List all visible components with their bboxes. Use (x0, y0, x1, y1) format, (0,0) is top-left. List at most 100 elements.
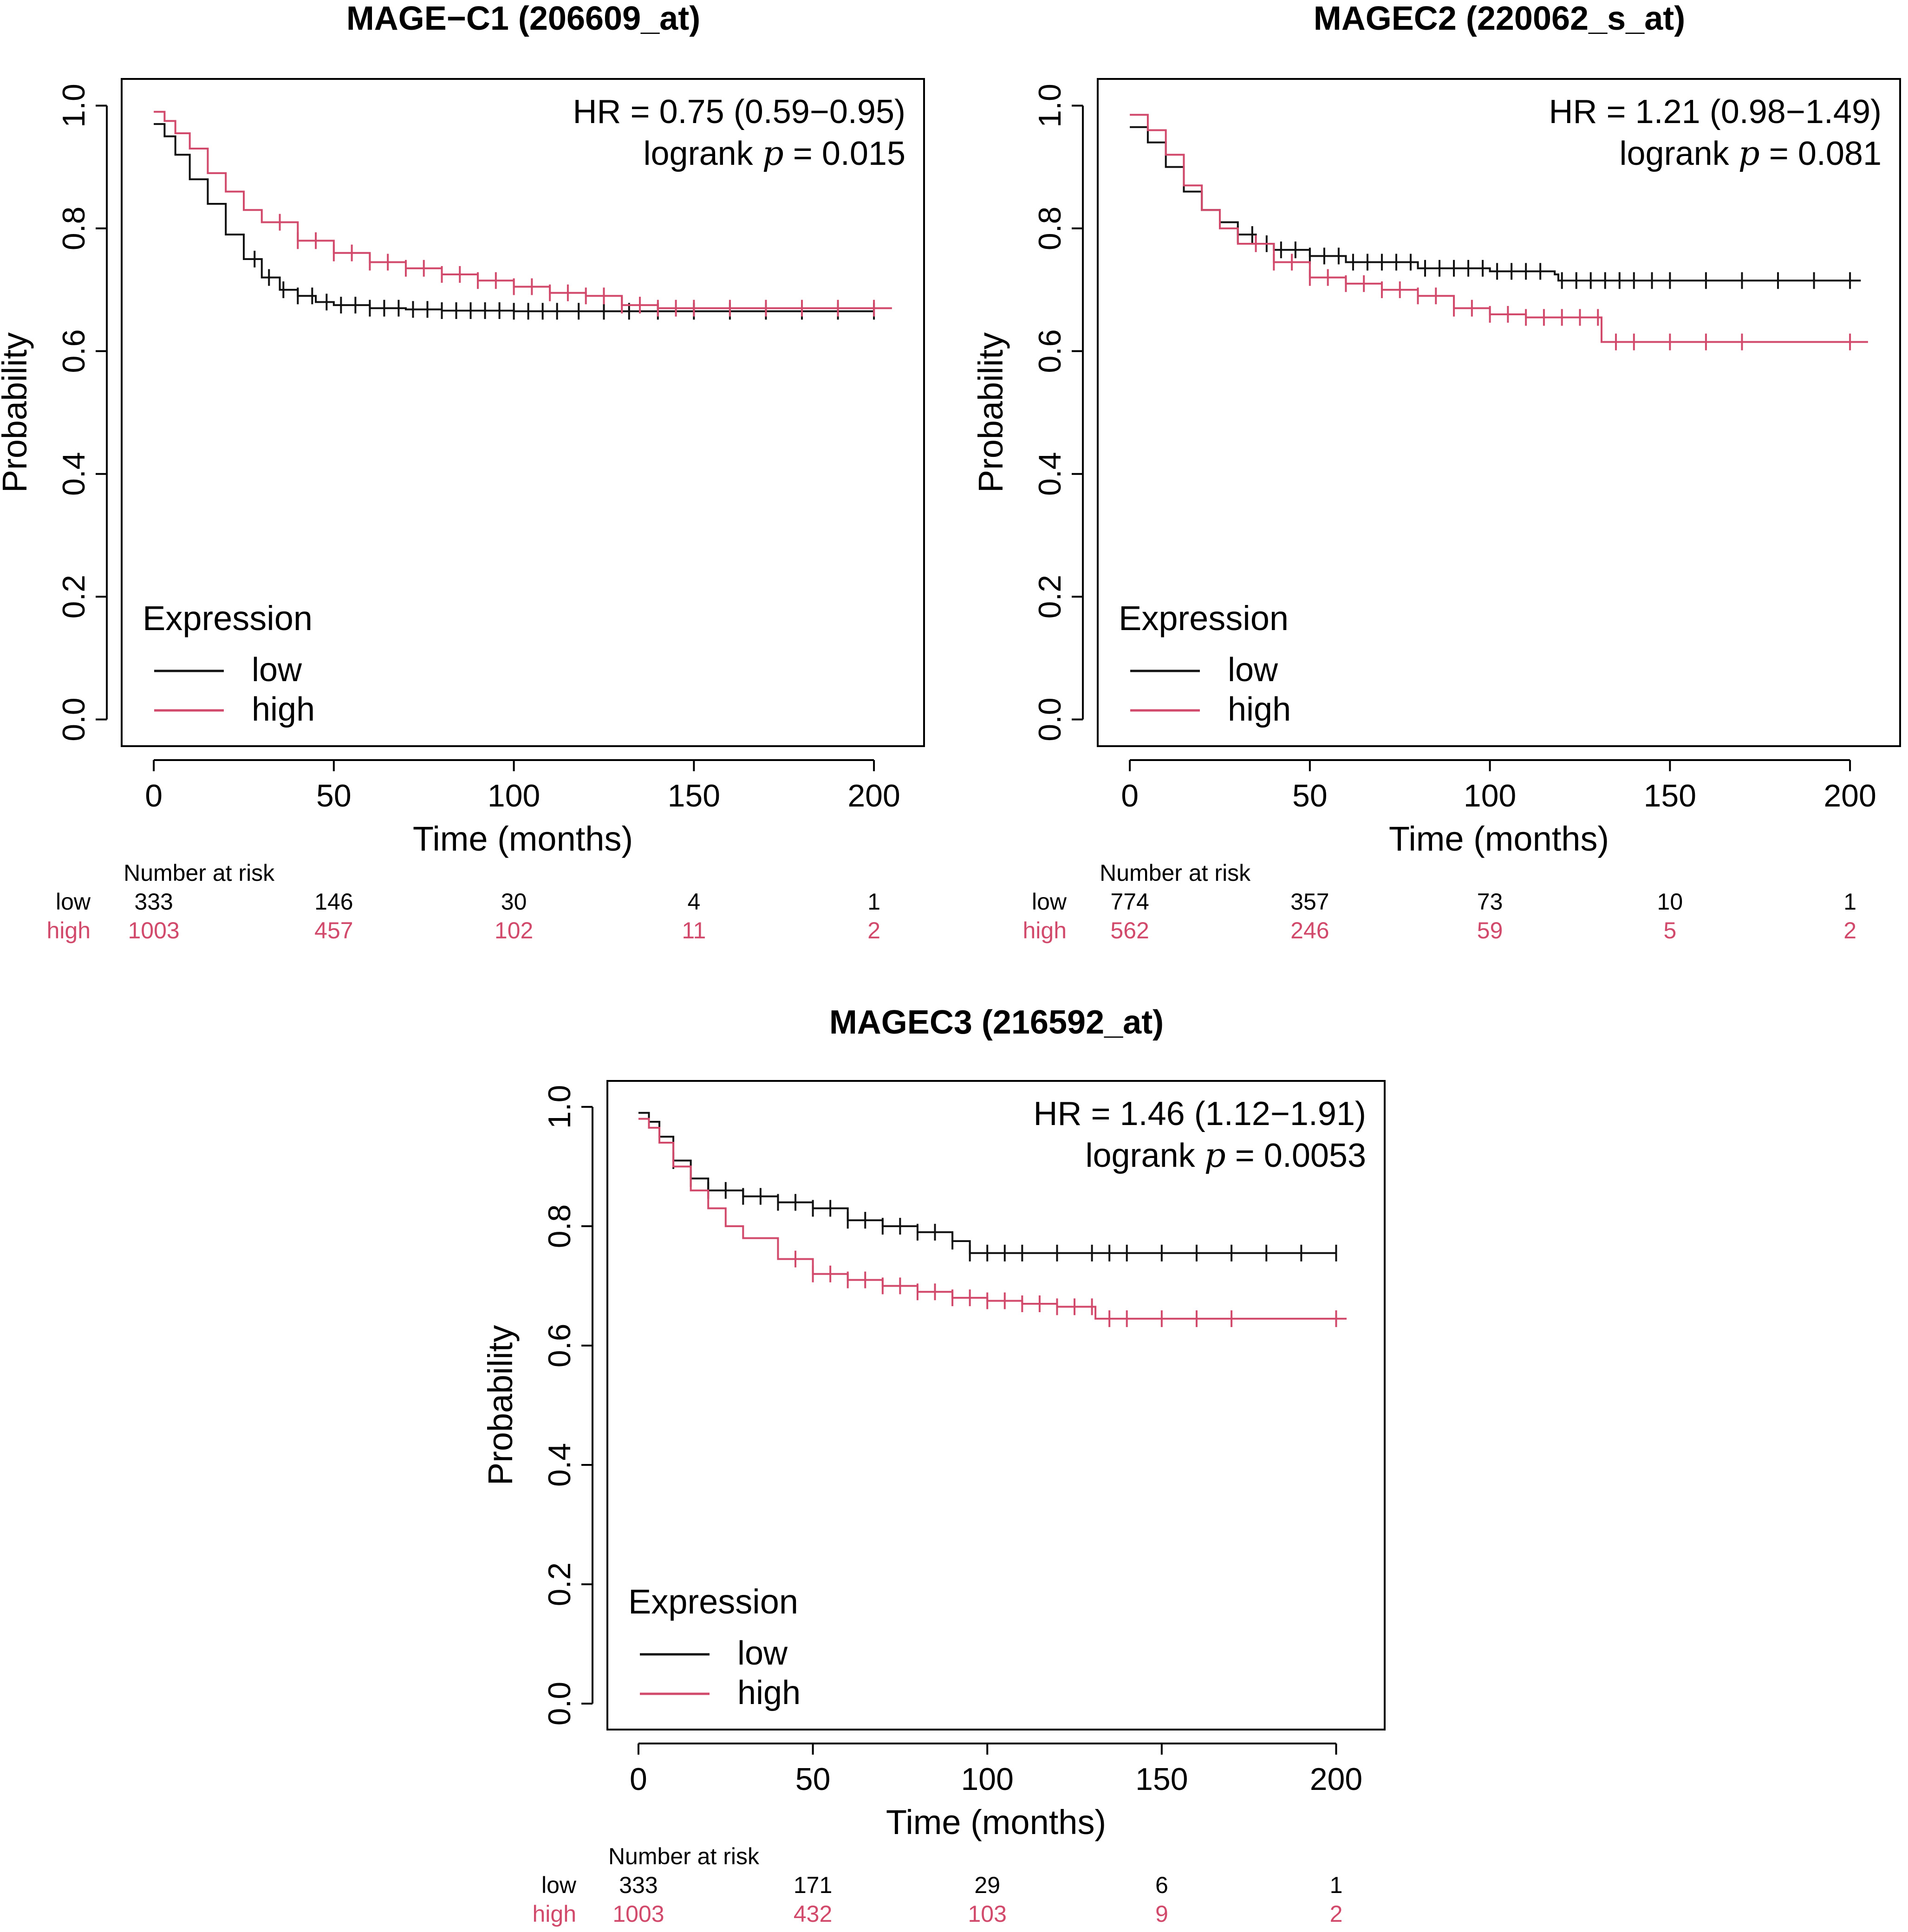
logrank-text: logrank p = 0.015 (644, 134, 905, 173)
p-symbol: p (1205, 1136, 1226, 1175)
hr-text: HR = 0.75 (0.59−0.95) (573, 93, 905, 130)
risk-table-header: Number at risk (124, 860, 275, 886)
x-axis: 0 50 100 150 200 Time (months) (145, 759, 900, 858)
km-panel-3: MAGEC3 (216592_at) 0.0 0.2 0.4 0.6 0.8 1.0 Prob… (481, 1004, 1386, 1927)
y-tick-label: 0.2 (542, 1562, 577, 1607)
plot-frame (1097, 78, 1901, 747)
y-axis: 0.0 0.2 0.4 0.6 0.8 1.0 Probability (0, 84, 108, 742)
risk-row-label-low: low (1032, 889, 1067, 915)
x-tick-label: 200 (847, 778, 900, 813)
x-tick-label: 150 (668, 778, 720, 813)
risk-table-header: Number at risk (608, 1843, 760, 1869)
x-tick-label: 200 (1823, 778, 1876, 813)
legend-label-low: low (737, 1635, 788, 1672)
y-axis-label: Probability (0, 332, 34, 493)
x-tick-label: 150 (1644, 778, 1696, 813)
y-axis: 0.0 0.2 0.4 0.6 0.8 1.0 Probability (971, 84, 1084, 742)
x-axis-label: Time (months) (886, 1803, 1106, 1841)
censor-marks-high (279, 214, 875, 317)
p-symbol: p (762, 134, 784, 173)
x-tick-label: 100 (488, 778, 540, 813)
risk-value: 4 (687, 889, 700, 915)
y-tick-label: 0.4 (542, 1443, 577, 1487)
chart-title: MAGEC2 (220062_s_at) (1314, 0, 1685, 37)
risk-row-label-high: high (46, 917, 91, 943)
y-axis-label: Probability (481, 1325, 520, 1486)
censor-marks-high (1255, 235, 1851, 351)
hr-text: HR = 1.21 (0.98−1.49) (1549, 93, 1882, 130)
x-tick-label: 50 (795, 1762, 831, 1797)
risk-value: 1 (1330, 1872, 1343, 1898)
logrank-text: logrank p = 0.081 (1620, 134, 1882, 173)
x-tick-label: 200 (1310, 1762, 1362, 1797)
y-tick-label: 0.6 (1032, 329, 1068, 373)
y-tick-label: 0.6 (542, 1324, 577, 1368)
chart-title: MAGE−C1 (206609_at) (346, 0, 700, 37)
hr-annotation: HR = 1.21 (0.98−1.49) logrank p = 0.081 (1549, 93, 1882, 173)
risk-value: 10 (1657, 889, 1683, 915)
risk-value: 6 (1155, 1872, 1168, 1898)
km-panel-1: MAGE−C1 (206609_at) 0.0 0.2 0.4 0.6 0.8 1.0 Pro… (0, 0, 925, 943)
p-value: = 0.015 (784, 135, 905, 172)
x-tick-label: 0 (145, 778, 163, 813)
y-tick-label: 1.0 (56, 84, 91, 128)
risk-value: 5 (1663, 917, 1676, 943)
legend-label-low: low (252, 651, 302, 689)
risk-value: 432 (794, 1901, 832, 1927)
risk-row-label-low: low (541, 1872, 577, 1898)
risk-value: 357 (1290, 889, 1329, 915)
risk-value: 457 (314, 917, 353, 943)
risk-table-header: Number at risk (1100, 860, 1251, 886)
risk-table: Number at risk low 774 357 73 10 1 high 562 246 59… (1022, 860, 1856, 943)
risk-value: 2 (1330, 1901, 1343, 1927)
risk-value: 102 (495, 917, 533, 943)
risk-value: 1 (1843, 889, 1856, 915)
km-panel-2: MAGEC2 (220062_s_at) 0.0 0.2 0.4 0.6 0.8 1.0 Pr… (971, 0, 1901, 943)
risk-value: 333 (134, 889, 173, 915)
risk-value: 30 (501, 889, 527, 915)
y-tick-label: 0.0 (56, 697, 91, 742)
logrank-prefix: logrank (1085, 1137, 1204, 1174)
y-tick-label: 0.6 (56, 329, 91, 373)
x-tick-label: 0 (630, 1762, 647, 1797)
y-tick-label: 0.2 (56, 575, 91, 619)
risk-value: 146 (314, 889, 353, 915)
risk-value: 774 (1110, 889, 1149, 915)
survival-curve-low (154, 123, 874, 312)
risk-row-label-high: high (532, 1901, 576, 1927)
risk-value: 9 (1155, 1901, 1168, 1927)
x-tick-label: 50 (1292, 778, 1328, 813)
p-value: = 0.081 (1760, 135, 1882, 172)
censor-marks-high (794, 1250, 1337, 1327)
legend-label-high: high (252, 691, 315, 728)
chart-title: MAGEC3 (216592_at) (829, 1004, 1164, 1041)
hr-annotation: HR = 0.75 (0.59−0.95) logrank p = 0.015 (573, 93, 905, 173)
y-tick-label: 0.4 (56, 452, 91, 496)
logrank-prefix: logrank (644, 135, 762, 172)
legend-label-low: low (1228, 651, 1278, 689)
legend-title: Expression (1119, 599, 1289, 637)
censor-marks-low (254, 250, 875, 320)
y-tick-label: 0.2 (1032, 575, 1068, 619)
risk-value: 333 (619, 1872, 658, 1898)
y-tick-label: 0.4 (1032, 452, 1068, 496)
legend-title: Expression (628, 1582, 798, 1621)
risk-value: 2 (867, 917, 880, 943)
legend-label-high: high (737, 1674, 801, 1711)
plot-frame (121, 78, 925, 747)
risk-value: 29 (974, 1872, 1000, 1898)
plot-frame (606, 1080, 1386, 1730)
censor-marks-low (1237, 226, 1851, 289)
risk-value: 1003 (612, 1901, 664, 1927)
hr-text: HR = 1.46 (1.12−1.91) (1034, 1095, 1366, 1132)
logrank-text: logrank p = 0.0053 (1085, 1136, 1366, 1175)
risk-value: 171 (794, 1872, 832, 1898)
hr-annotation: HR = 1.46 (1.12−1.91) logrank p = 0.0053 (1034, 1095, 1366, 1175)
risk-value: 1 (867, 889, 880, 915)
x-axis: 0 50 100 150 200 Time (months) (630, 1743, 1362, 1841)
y-tick-label: 0.8 (542, 1204, 577, 1249)
